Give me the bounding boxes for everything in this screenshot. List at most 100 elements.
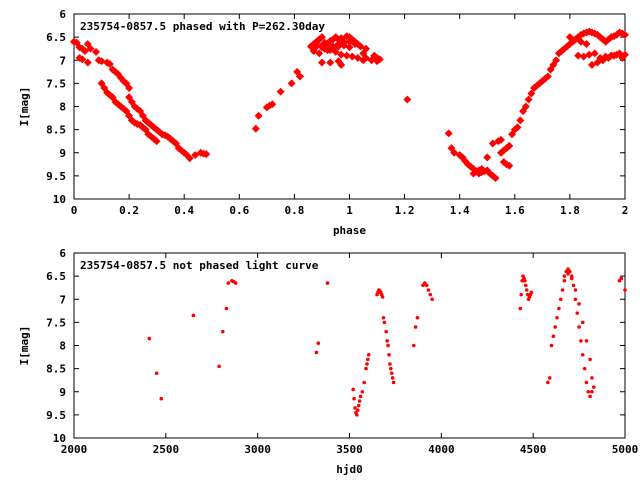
- unphased-data-point: [314, 350, 319, 355]
- unphased-data-point: [588, 394, 592, 399]
- unphased-data-point: [366, 357, 370, 362]
- unphased-y-tick-label: 7.5: [46, 316, 66, 329]
- unphased-data-point: [426, 288, 431, 292]
- unphased-data-point: [413, 325, 418, 329]
- unphased-data-point: [351, 387, 355, 392]
- unphased-data-point: [316, 341, 321, 345]
- phased-data-point: [185, 154, 194, 163]
- unphased-data-point: [360, 389, 365, 394]
- unphased-data-point: [558, 297, 563, 302]
- unphased-data-point: [352, 396, 356, 401]
- unphased-data-point: [523, 278, 527, 283]
- phased-y-tick-label: 10: [53, 193, 66, 206]
- unphased-data-point: [588, 357, 592, 362]
- unphased-x-tick-label: 3500: [336, 443, 363, 456]
- unphased-y-tick-label: 8: [59, 340, 66, 353]
- unphased-y-tick-label: 10: [53, 432, 66, 445]
- phased-data-point: [516, 116, 525, 125]
- phased-data-point: [254, 111, 263, 120]
- phased-y-tick-label: 6.5: [46, 31, 66, 44]
- phased-y-tick-label: 9: [59, 147, 66, 160]
- phased-data-point: [491, 174, 500, 183]
- unphased-data-point: [619, 276, 624, 281]
- unphased-y-tick-label: 6: [59, 247, 66, 260]
- unphased-data-point: [384, 329, 389, 334]
- unphased-data-point: [381, 315, 386, 320]
- unphased-data-point: [529, 290, 534, 295]
- unphased-data-point: [586, 389, 591, 394]
- unphased-data-point: [557, 306, 561, 311]
- unphased-data-point: [147, 336, 152, 341]
- unphased-data-point: [411, 343, 416, 348]
- unphased-data-point: [415, 315, 420, 320]
- unphased-data-point: [571, 283, 576, 288]
- unphased-data-point: [518, 306, 523, 311]
- phased-x-tick-label: 1.2: [395, 204, 415, 217]
- unphased-data-point: [389, 366, 393, 371]
- unphased-data-point: [387, 352, 391, 357]
- unphased-data-point: [584, 380, 589, 385]
- unphased-data-point: [355, 408, 360, 413]
- unphased-x-tick-label: 2500: [153, 443, 180, 456]
- unphased-plot-frame: [73, 252, 626, 439]
- unphased-data-point: [577, 302, 581, 306]
- unphased-data-point: [579, 339, 583, 343]
- unphased-plot-title: 235754-0857.5 not phased light curve: [80, 259, 319, 272]
- unphased-data-point: [428, 292, 433, 297]
- phased-data-point: [601, 52, 610, 61]
- unphased-data-point: [560, 288, 565, 292]
- unphased-x-tick-label: 2000: [61, 443, 88, 456]
- phased-data-point: [403, 95, 412, 104]
- unphased-y-tick-label: 8.5: [46, 363, 66, 376]
- phased-y-axis-label: I[mag]: [18, 87, 31, 127]
- phased-x-tick-label: 1: [346, 204, 353, 217]
- phased-x-axis-label: phase: [333, 224, 366, 237]
- phased-data-point: [202, 150, 211, 159]
- unphased-data-point: [224, 306, 229, 311]
- phased-data-point: [497, 135, 505, 144]
- phased-x-tick-label: 0.6: [229, 204, 249, 217]
- unphased-data-point: [553, 325, 558, 329]
- phased-data-point: [348, 52, 357, 61]
- phased-x-tick-label: 0.8: [284, 204, 304, 217]
- unphased-data-point: [555, 315, 559, 320]
- unphased-y-tick-label: 6.5: [46, 270, 66, 283]
- unphased-light-curve-panel: 2000 2500 3000 3500 4000 4500 5000 6 6.5 7 7.5 8 8.5…: [18, 247, 638, 476]
- unphased-data-point: [546, 380, 550, 385]
- unphased-data-point: [380, 295, 385, 299]
- phased-x-tick-label: 1.8: [560, 204, 580, 217]
- unphased-data-point: [551, 334, 556, 339]
- unphased-data-point: [390, 376, 395, 380]
- phased-y-tick-label: 9.5: [46, 170, 66, 183]
- unphased-data-point: [562, 274, 567, 278]
- phased-data-point: [83, 58, 92, 67]
- phased-data-point: [287, 79, 296, 88]
- unphased-data-point: [562, 278, 567, 283]
- unphased-data-point: [391, 380, 396, 385]
- unphased-data-point: [233, 281, 238, 285]
- phased-x-tick-label: 2: [622, 204, 629, 217]
- phased-data-point: [251, 124, 260, 133]
- unphased-data-point: [357, 399, 362, 403]
- unphased-data-point: [569, 276, 574, 281]
- phased-light-curve-panel: 0 0.2 0.4 0.6 0.8 1 1.2 1.4 1.6 1.8 2 6 6.5 7 7.5 8 8.5 9…: [18, 8, 629, 237]
- unphased-data-point: [582, 366, 587, 371]
- phased-data-point: [444, 129, 453, 138]
- phased-plot-title: 235754-0857.5 phased with P=262.30day: [80, 20, 325, 33]
- unphased-data-point: [430, 297, 434, 302]
- phased-data-point: [152, 137, 161, 146]
- phased-data-point: [317, 58, 326, 67]
- unphased-data-point: [365, 362, 369, 366]
- phased-y-tick-label: 8.5: [46, 124, 66, 137]
- unphased-y-tick-label: 9.5: [46, 409, 66, 422]
- unphased-data-point: [353, 406, 357, 410]
- unphased-data-point: [573, 297, 578, 302]
- unphased-x-axis-label: hjd0: [336, 463, 363, 476]
- phased-data-point: [590, 49, 599, 58]
- unphased-data-point: [364, 366, 368, 371]
- unphased-data-point: [386, 343, 390, 348]
- unphased-data-point: [385, 339, 389, 343]
- unphased-data-point: [623, 288, 627, 292]
